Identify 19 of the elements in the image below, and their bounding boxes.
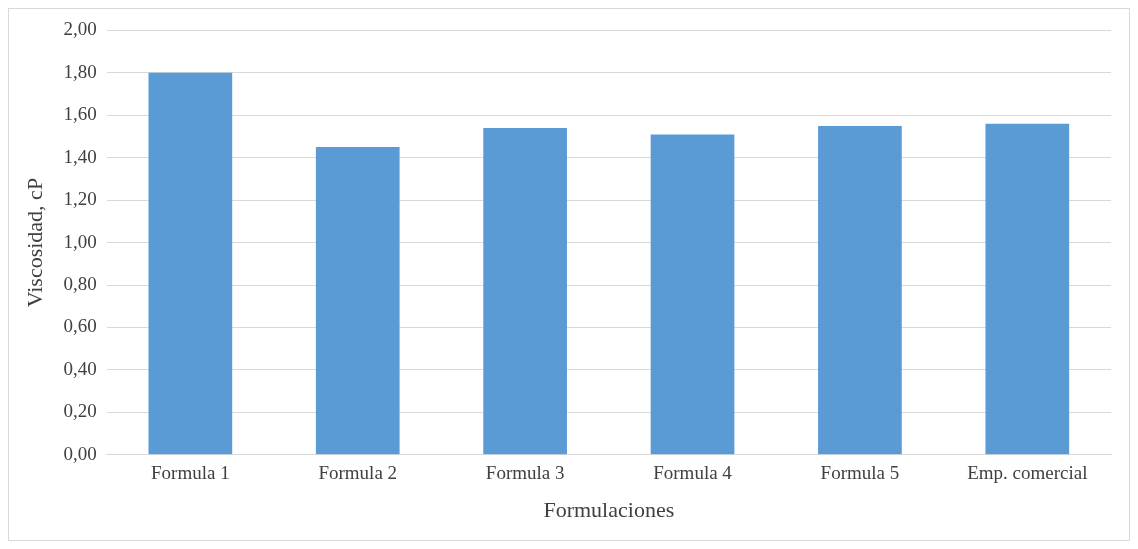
y-axis-title: Viscosidad, cP	[21, 177, 47, 308]
x-tick-label: Formula 1	[151, 462, 230, 484]
x-tick-label: Formula 3	[485, 462, 565, 484]
y-tick-label: 1,00	[63, 230, 97, 252]
x-tick-label: Formula 4	[653, 462, 733, 484]
x-tick-label: Formula 2	[318, 462, 398, 484]
y-tick-label: 1,40	[63, 145, 97, 167]
y-tick-label: 1,60	[63, 103, 97, 125]
y-tick-label: 2,00	[63, 18, 97, 40]
y-tick-label: 0,80	[63, 273, 97, 295]
y-tick-label: 0,60	[63, 315, 97, 337]
y-tick-label: 1,20	[63, 188, 97, 210]
y-tick-label: 0,00	[63, 442, 97, 464]
x-tick-label: Emp. comercial	[967, 462, 1088, 484]
x-tick-label: Formula 5	[820, 462, 900, 484]
y-tick-label: 0,40	[63, 357, 97, 379]
y-tick-label: 1,80	[63, 60, 97, 82]
y-tick-label: 0,20	[63, 400, 97, 422]
x-axis-title: Formulaciones	[543, 496, 675, 522]
